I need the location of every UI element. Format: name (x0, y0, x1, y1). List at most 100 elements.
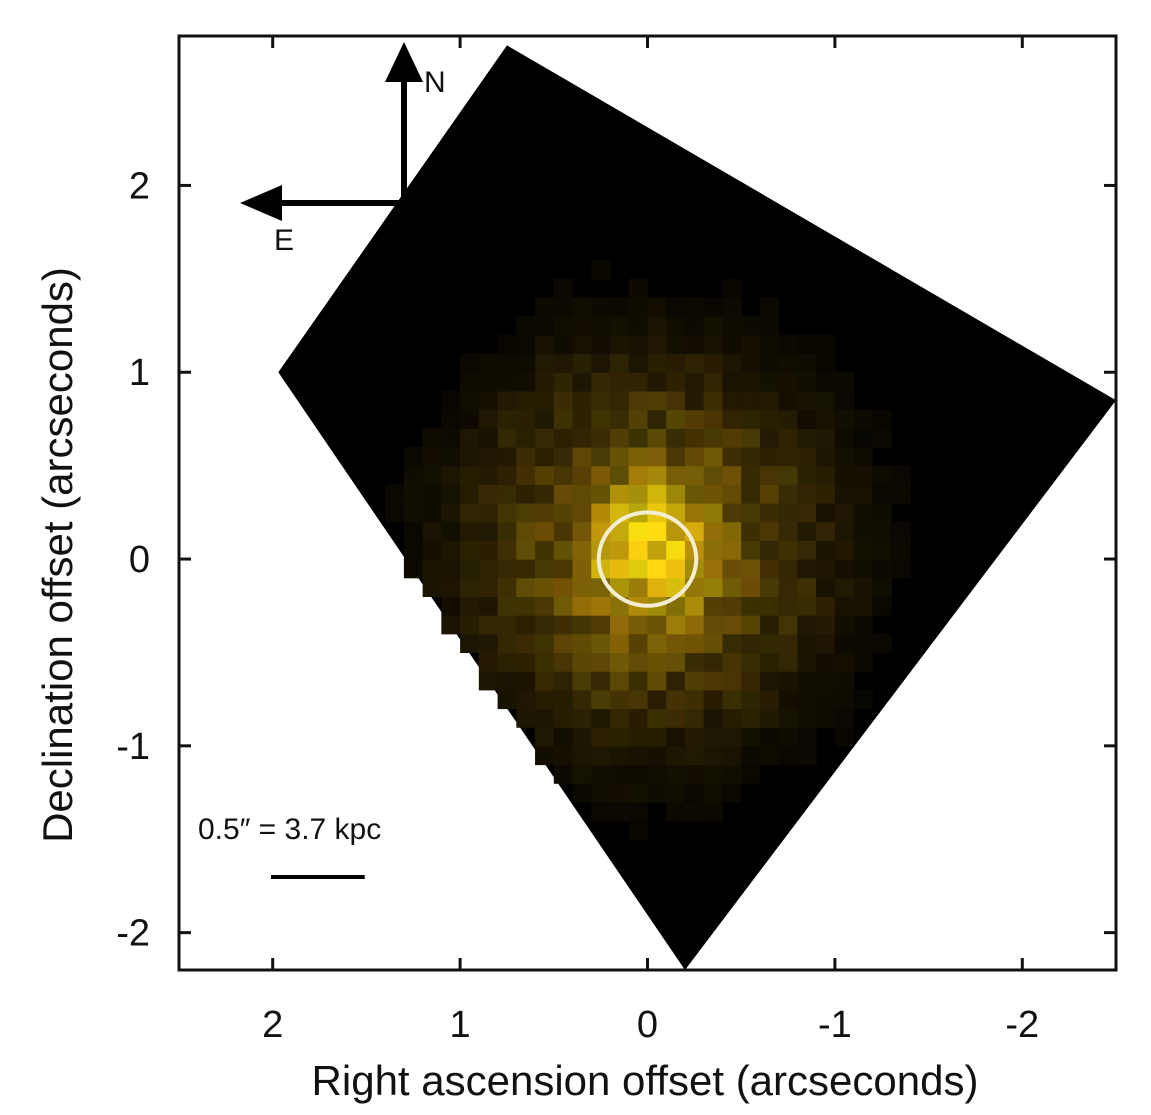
emission-pixel (816, 596, 836, 616)
emission-pixel (516, 596, 536, 616)
emission-pixel (460, 353, 480, 373)
emission-pixel (478, 372, 499, 392)
emission-pixel (778, 484, 799, 504)
emission-pixel (778, 540, 799, 560)
x-axis-title: Right ascension offset (arcseconds) (312, 1057, 979, 1104)
emission-pixel (722, 540, 742, 560)
emission-pixel (778, 521, 799, 541)
emission-pixel (834, 596, 855, 616)
emission-pixel (703, 596, 724, 616)
emission-pixel (647, 316, 667, 336)
emission-pixel (684, 316, 705, 336)
plot-area (278, 45, 1116, 970)
emission-pixel (422, 428, 442, 448)
y-tick-label: 2 (129, 165, 150, 207)
emission-pixel (535, 409, 555, 429)
emission-pixel (834, 484, 855, 504)
emission-pixel (853, 615, 873, 635)
emission-pixel (722, 334, 742, 355)
emission-pixel (403, 559, 424, 579)
emission-pixel (497, 446, 517, 467)
emission-pixel (535, 521, 555, 541)
emission-pixel (872, 409, 892, 429)
emission-pixel (797, 372, 817, 392)
emission-pixel (572, 745, 592, 766)
emission-pixel (460, 428, 480, 448)
emission-pixel (834, 671, 855, 691)
emission-pixel (778, 353, 799, 373)
emission-pixel (553, 727, 574, 747)
emission-pixel (797, 689, 817, 710)
emission-pixel (703, 316, 724, 336)
emission-pixel (666, 615, 686, 635)
emission-pixel (741, 577, 761, 597)
emission-pixel (591, 615, 611, 635)
emission-pixel (853, 633, 873, 654)
emission-pixel (666, 446, 686, 467)
emission-pixel (684, 652, 705, 672)
emission-pixel (834, 503, 855, 523)
emission-pixel (741, 745, 761, 766)
emission-pixel (535, 297, 555, 317)
emission-pixel (741, 689, 761, 710)
emission-pixel (610, 652, 630, 672)
emission-pixel (759, 503, 780, 523)
emission-pixel (891, 540, 911, 560)
emission-pixel (759, 559, 780, 579)
emission-pixel (460, 390, 480, 411)
emission-pixel (853, 484, 873, 504)
emission-pixel (703, 428, 724, 448)
emission-pixel (741, 540, 761, 560)
emission-pixel (722, 521, 742, 541)
emission-pixel (572, 615, 592, 635)
emission-pixel (797, 615, 817, 635)
emission-pixel (741, 615, 761, 635)
emission-pixel (516, 409, 536, 429)
emission-pixel (722, 503, 742, 523)
emission-pixel (553, 428, 574, 448)
emission-pixel (553, 540, 574, 560)
emission-pixel (535, 316, 555, 336)
emission-pixel (610, 465, 630, 485)
emission-pixel (759, 540, 780, 560)
emission-pixel (666, 372, 686, 392)
emission-pixel (816, 353, 836, 373)
emission-pixel (610, 446, 630, 467)
emission-pixel (722, 446, 742, 467)
emission-pixel (497, 596, 517, 616)
emission-pixel (666, 727, 686, 747)
emission-pixel (759, 316, 780, 336)
x-tick-label: 1 (450, 1004, 471, 1046)
emission-pixel (516, 689, 536, 710)
emission-pixel (741, 316, 761, 336)
emission-pixel (572, 689, 592, 710)
emission-pixel (816, 428, 836, 448)
emission-pixel (872, 559, 892, 579)
emission-pixel (741, 671, 761, 691)
x-tick-label: -1 (818, 1004, 852, 1046)
emission-pixel (722, 409, 742, 429)
emission-pixel (759, 334, 780, 355)
emission-pixel (628, 708, 649, 728)
emission-pixel (684, 372, 705, 392)
emission-pixel (853, 521, 873, 541)
emission-pixel (647, 727, 667, 747)
emission-pixel (497, 689, 517, 710)
emission-pixel (572, 446, 592, 467)
emission-pixel (403, 540, 424, 560)
emission-pixel (535, 446, 555, 467)
emission-pixel (610, 540, 630, 560)
emission-pixel (816, 708, 836, 728)
emission-pixel (403, 484, 424, 504)
emission-pixel (834, 428, 855, 448)
emission-pixel (797, 745, 817, 766)
emission-pixel (684, 801, 705, 822)
emission-pixel (834, 727, 855, 747)
emission-pixel (722, 671, 742, 691)
emission-pixel (535, 353, 555, 373)
emission-pixel (759, 745, 780, 766)
emission-pixel (816, 521, 836, 541)
emission-pixel (497, 540, 517, 560)
emission-pixel (872, 484, 892, 504)
emission-pixel (553, 577, 574, 597)
